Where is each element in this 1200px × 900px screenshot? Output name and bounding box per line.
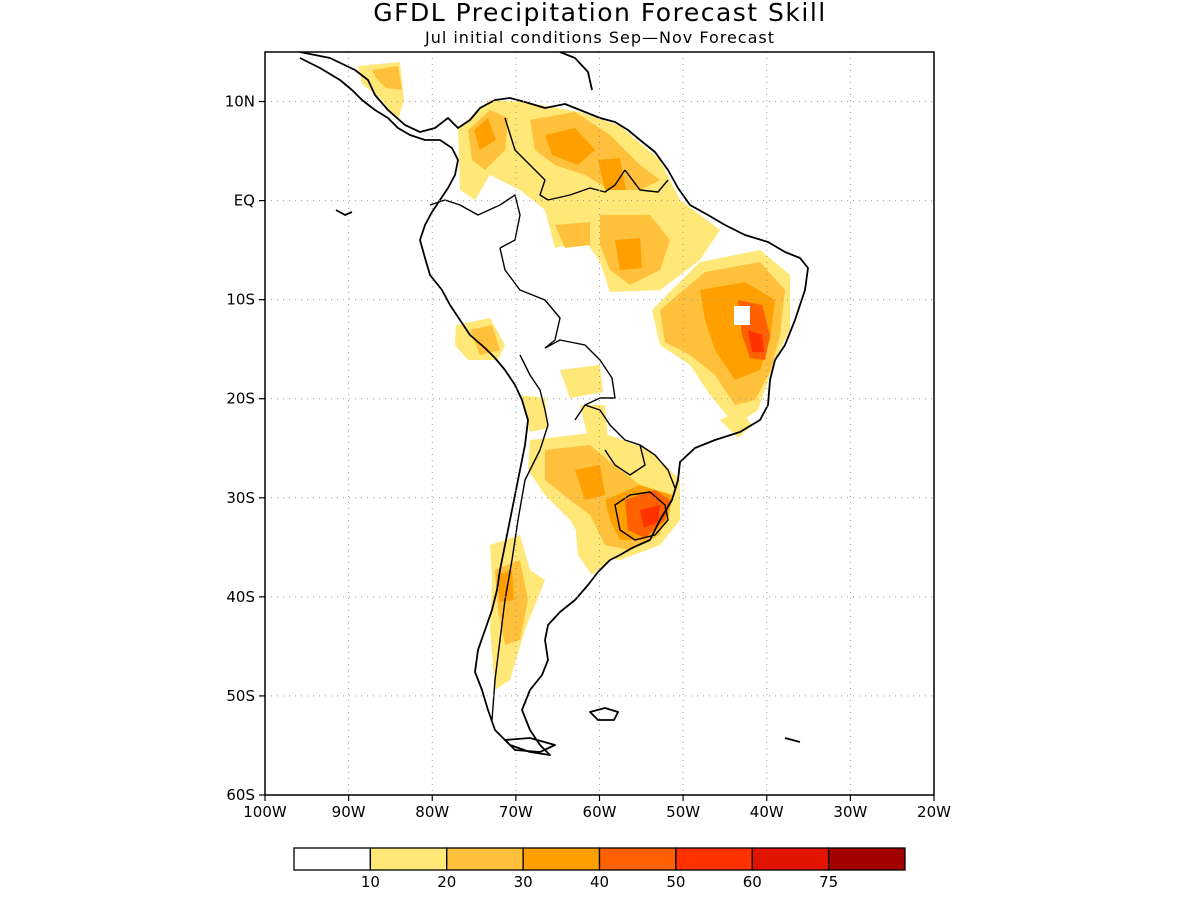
colorbar-label: 30 xyxy=(514,873,533,891)
galapagos xyxy=(335,209,353,216)
border-peru-brazil xyxy=(499,247,561,349)
colorbar-label: 40 xyxy=(590,873,609,891)
colorbar-swatch xyxy=(598,847,677,871)
y-axis: 10N EQ 10S 20S 30S 40S 50S 60S xyxy=(225,93,265,804)
y-tick-label: 40S xyxy=(226,588,255,606)
border-uruguay xyxy=(614,491,669,541)
colorbar-swatch xyxy=(675,847,753,871)
y-tick-label: 30S xyxy=(226,489,255,507)
colorbar-swatch xyxy=(369,847,448,871)
falkland-islands xyxy=(589,707,619,721)
coastlines xyxy=(299,52,809,756)
colorbar-swatch xyxy=(827,847,906,871)
y-tick-label: EQ xyxy=(234,192,255,210)
skill-shading xyxy=(358,62,790,690)
skill-region-peru-core xyxy=(470,325,500,355)
skill-band-50-60 xyxy=(640,330,764,528)
skill-region-brazil-top xyxy=(748,330,764,352)
border-chile-argentina xyxy=(491,424,549,721)
colorbar-label: 10 xyxy=(361,873,380,891)
x-tick-label: 70W xyxy=(499,803,533,821)
border-colombia-venezuela xyxy=(504,117,549,201)
y-tick-label: 20S xyxy=(226,390,255,408)
skill-region-coast-south xyxy=(720,410,752,438)
colorbar-label: 50 xyxy=(666,873,685,891)
border-colombia-ecuador-peru xyxy=(429,194,521,249)
x-tick-label: 100W xyxy=(243,803,287,821)
skill-region-amazon-peak xyxy=(615,238,642,270)
y-tick-label: 10S xyxy=(226,291,255,309)
y-tick-label: 10N xyxy=(225,93,255,111)
x-tick-label: 80W xyxy=(415,803,449,821)
x-axis: 100W 90W 80W 70W 60W 50W 40W 30W 20W xyxy=(243,795,951,821)
y-tick-label: 60S xyxy=(226,786,255,804)
colorbar-label: 75 xyxy=(819,873,838,891)
country-borders xyxy=(429,117,676,721)
colorbar-swatch xyxy=(751,847,830,871)
map-title: GFDL Precipitation Forecast Skill xyxy=(373,0,827,27)
x-tick-label: 50W xyxy=(666,803,700,821)
skill-region-colombia-peak xyxy=(474,118,496,150)
continent-outline xyxy=(299,52,809,756)
colorbar-label: 20 xyxy=(437,873,456,891)
skill-region-bolivia xyxy=(560,365,603,398)
x-tick-label: 20W xyxy=(917,803,951,821)
border-venezuela-brazil xyxy=(547,169,626,201)
border-guianas xyxy=(624,169,669,193)
skill-region-chile-peak xyxy=(497,570,514,602)
skill-region-venezuela-east xyxy=(598,158,626,190)
skill-region-chile-north xyxy=(520,395,548,432)
x-tick-label: 60W xyxy=(583,803,617,821)
skill-region-central-america-core xyxy=(372,66,402,90)
map-subtitle: Jul initial conditions Sep—Nov Forecast xyxy=(424,28,776,47)
x-tick-label: 90W xyxy=(332,803,366,821)
colorbar: 10 20 30 40 50 60 75 xyxy=(293,847,906,891)
south-georgia xyxy=(784,737,801,743)
y-tick-label: 50S xyxy=(226,687,255,705)
caribbean-coast xyxy=(559,52,593,91)
x-tick-label: 40W xyxy=(750,803,784,821)
border-bolivia xyxy=(544,339,616,421)
x-tick-label: 30W xyxy=(833,803,867,821)
border-bolivia-chile xyxy=(519,354,549,426)
skill-region-venezuela-peak xyxy=(545,128,595,165)
colorbar-swatch xyxy=(522,847,601,871)
border-argentina-brazil xyxy=(639,444,676,489)
skill-region-uruguay-top xyxy=(640,505,660,528)
colorbar-swatch xyxy=(446,847,524,871)
colorbar-label: 60 xyxy=(743,873,762,891)
missing-data-cell xyxy=(734,306,750,325)
skill-region-amazon-west xyxy=(555,222,590,248)
tierra-del-fuego xyxy=(504,737,556,753)
colorbar-swatch xyxy=(293,847,372,871)
skill-region-paraguay xyxy=(580,405,608,440)
skill-region-argentina-peak xyxy=(575,465,605,500)
